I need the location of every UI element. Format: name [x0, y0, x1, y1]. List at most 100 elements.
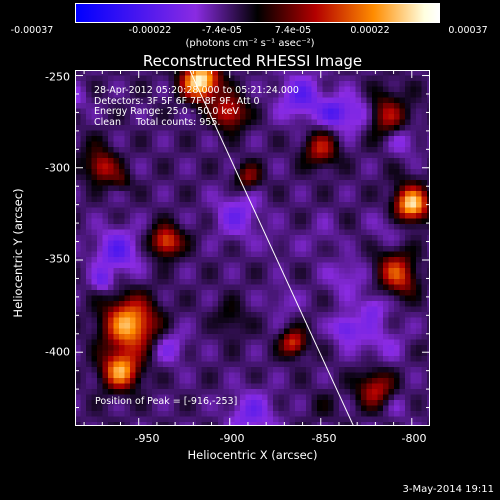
- heatmap-cell: [240, 235, 247, 242]
- heatmap-cell: [207, 367, 214, 374]
- heatmap-cell: [322, 262, 329, 269]
- heatmap-cell: [306, 422, 313, 426]
- heatmap-cell: [355, 75, 362, 82]
- heatmap-cell: [174, 273, 181, 280]
- heatmap-cell: [300, 180, 307, 187]
- heatmap-cell: [377, 81, 384, 88]
- heatmap-cell: [218, 125, 225, 132]
- heatmap-cell: [355, 169, 362, 176]
- heatmap-cell: [361, 356, 368, 363]
- heatmap-cell: [256, 75, 263, 82]
- heatmap-cell: [91, 152, 98, 159]
- heatmap-cell: [97, 147, 104, 154]
- heatmap-cell: [113, 218, 120, 225]
- heatmap-cell: [339, 306, 346, 313]
- heatmap-cell: [141, 81, 148, 88]
- heatmap-cell: [284, 356, 291, 363]
- heatmap-cell: [185, 361, 192, 368]
- heatmap-cell: [328, 70, 335, 77]
- heatmap-cell: [174, 163, 181, 170]
- heatmap-cell: [328, 141, 335, 148]
- heatmap-cell: [256, 273, 263, 280]
- heatmap-cell: [196, 262, 203, 269]
- heatmap-cell: [97, 290, 104, 297]
- heatmap-cell: [212, 130, 219, 137]
- heatmap-cell: [377, 202, 384, 209]
- heatmap-cell: [405, 394, 412, 401]
- heatmap-cell: [377, 141, 384, 148]
- heatmap-cell: [135, 372, 142, 379]
- heatmap-cell: [185, 92, 192, 99]
- heatmap-cell: [421, 224, 428, 231]
- heatmap-cell: [311, 202, 318, 209]
- heatmap-cell: [300, 125, 307, 132]
- heatmap-cell: [113, 224, 120, 231]
- heatmap-cell: [416, 328, 423, 335]
- heatmap-cell: [223, 114, 230, 121]
- heatmap-cell: [234, 70, 241, 77]
- heatmap-cell: [185, 147, 192, 154]
- heatmap-cell: [201, 152, 208, 159]
- heatmap-cell: [75, 422, 82, 426]
- heatmap-cell: [75, 86, 82, 93]
- heatmap-cell: [146, 350, 153, 357]
- heatmap-cell: [124, 108, 131, 115]
- heatmap-cell: [119, 147, 126, 154]
- heatmap-cell: [427, 251, 430, 258]
- heatmap-cell: [311, 334, 318, 341]
- heatmap-cell: [146, 240, 153, 247]
- heatmap-cell: [146, 268, 153, 275]
- heatmap-cell: [405, 125, 412, 132]
- heatmap-cell: [421, 268, 428, 275]
- heatmap-cell: [196, 75, 203, 82]
- heatmap-cell: [300, 70, 307, 77]
- heatmap-cell: [152, 180, 159, 187]
- heatmap-cell: [344, 405, 351, 412]
- heatmap-cell: [333, 334, 340, 341]
- heatmap-cell: [102, 75, 109, 82]
- heatmap-cell: [289, 119, 296, 126]
- heatmap-cell: [196, 345, 203, 352]
- heatmap-cell: [366, 114, 373, 121]
- heatmap-cell: [201, 345, 208, 352]
- heatmap-cell: [223, 416, 230, 423]
- heatmap-cell: [102, 158, 109, 165]
- heatmap-cell: [311, 257, 318, 264]
- heatmap-cell: [295, 92, 302, 99]
- heatmap-cell: [421, 180, 428, 187]
- heatmap-cell: [366, 295, 373, 302]
- heatmap-cell: [388, 350, 395, 357]
- heatmap-cell: [102, 196, 109, 203]
- heatmap-cell: [229, 251, 236, 258]
- heatmap-cell: [300, 235, 307, 242]
- heatmap-cell: [350, 185, 357, 192]
- heatmap-cell: [300, 246, 307, 253]
- heatmap-cell: [377, 246, 384, 253]
- heatmap-cell: [262, 295, 269, 302]
- heatmap-cell: [130, 257, 137, 264]
- heatmap-cell: [262, 334, 269, 341]
- heatmap-cell: [135, 136, 142, 143]
- heatmap-cell: [399, 136, 406, 143]
- heatmap-cell: [355, 163, 362, 170]
- heatmap-cell: [388, 416, 395, 423]
- heatmap-cell: [339, 328, 346, 335]
- heatmap-cell: [278, 114, 285, 121]
- heatmap-cell: [196, 81, 203, 88]
- heatmap-cell: [410, 196, 417, 203]
- heatmap-cell: [240, 240, 247, 247]
- heatmap-cell: [218, 306, 225, 313]
- heatmap-cell: [141, 180, 148, 187]
- heatmap-cell: [163, 405, 170, 412]
- heatmap-cell: [157, 372, 164, 379]
- heatmap-cell: [240, 383, 247, 390]
- heatmap-cell: [427, 301, 430, 308]
- heatmap-cell: [146, 92, 153, 99]
- heatmap-cell: [311, 240, 318, 247]
- heatmap-cell: [179, 114, 186, 121]
- heatmap-cell: [311, 114, 318, 121]
- heatmap-cell: [218, 235, 225, 242]
- heatmap-cell: [344, 246, 351, 253]
- heatmap-cell: [383, 152, 390, 159]
- heatmap-cell: [80, 339, 87, 346]
